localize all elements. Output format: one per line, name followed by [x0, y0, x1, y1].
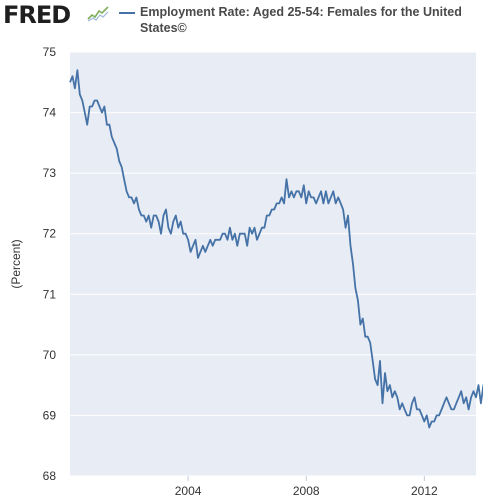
grid-lines [70, 51, 476, 477]
y-tick-label: 69 [43, 408, 57, 422]
legend-swatch [119, 12, 135, 14]
legend-series-name: Employment Rate: Aged 25-54: Females for… [140, 5, 462, 35]
chart-header: FRED Employment Rate: Aged 25-54: Female… [0, 0, 483, 40]
y-tick-label: 70 [43, 348, 57, 362]
trend-line-icon [87, 4, 109, 22]
plot-area [70, 52, 476, 476]
y-axis-ticks: 68 69 70 71 72 73 74 75 [43, 45, 57, 483]
y-tick-label: 68 [43, 469, 57, 483]
x-tick-label: 2004 [175, 484, 202, 498]
fred-logo[interactable]: FRED [3, 1, 71, 29]
x-tick-label: 2012 [411, 484, 438, 498]
x-axis-ticks: 2004 2008 2012 [175, 476, 438, 498]
y-tick-label: 75 [43, 45, 57, 59]
y-tick-label: 74 [43, 106, 57, 120]
y-axis-label: (Percent) [9, 239, 23, 288]
y-tick-label: 71 [43, 287, 57, 301]
x-tick-label: 2008 [293, 484, 320, 498]
y-tick-label: 73 [43, 166, 57, 180]
y-tick-label: 72 [43, 227, 57, 241]
series-line [69, 69, 483, 429]
